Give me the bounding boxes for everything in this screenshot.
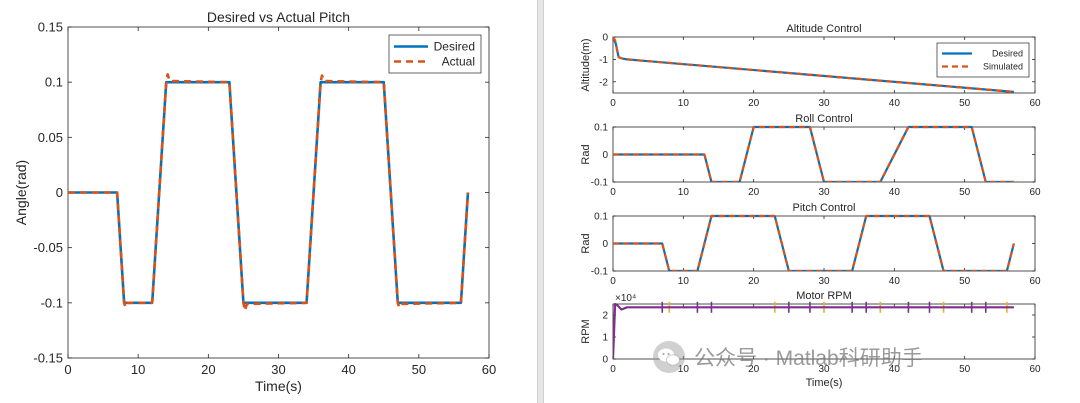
roll-xtick-label: 20 xyxy=(748,187,760,198)
pitch-small-xtick-label: 30 xyxy=(818,276,830,287)
roll-ytick-label: 0.1 xyxy=(594,123,608,134)
pitch-main-xtick-label: 40 xyxy=(341,362,355,377)
altitude-legend-label: Simulated xyxy=(983,62,1023,72)
pitch-small-xtick-label: 60 xyxy=(1029,276,1041,287)
roll-ylabel: Rad xyxy=(580,144,592,164)
rpm-xtick-label: 10 xyxy=(678,364,690,375)
altitude-xtick-label: 50 xyxy=(959,98,971,109)
pitch-small-ytick-label: -0.1 xyxy=(591,267,609,278)
altitude-xtick-label: 30 xyxy=(818,98,830,109)
panel-divider[interactable] xyxy=(537,0,544,403)
pitch-main-xlabel: Time(s) xyxy=(255,378,302,394)
altitude-xtick-label: 10 xyxy=(678,98,690,109)
altitude-xtick-label: 40 xyxy=(889,98,901,109)
rpm-title: Motor RPM xyxy=(796,290,852,302)
pitch-small-xtick-label: 50 xyxy=(959,276,971,287)
pitch-main-ytick-label: 0 xyxy=(56,185,63,200)
rpm-xlabel: Time(s) xyxy=(806,377,843,389)
pitch-main-ytick-label: 0.1 xyxy=(45,75,63,90)
roll-title: Roll Control xyxy=(795,113,852,125)
pitch-main-ytick-label: 0.05 xyxy=(38,130,63,145)
altitude-ytick-label: 0 xyxy=(602,33,608,44)
roll-series-simulated xyxy=(613,125,1014,182)
rpm-xtick-label: 40 xyxy=(889,364,901,375)
pitch-main-ytick-label: 0.15 xyxy=(38,20,63,35)
pitch-figure: 0 10 20 30 40 50 60 -0.15 -0.1 -0.05 0 0.05 0.1 0.15 D… xyxy=(13,9,496,394)
pitch-main-ytick-label: -0.05 xyxy=(33,240,63,255)
pitch-main-xtick-label: 50 xyxy=(412,362,426,377)
roll-ytick-label: -0.1 xyxy=(591,178,609,189)
rpm-series-rpm xyxy=(613,302,1014,359)
altitude-plot-area xyxy=(613,36,1014,93)
altitude-ytick-label: -1 xyxy=(599,55,608,66)
pitch-main-legend-box xyxy=(388,34,482,74)
altitude-xtick-label: 60 xyxy=(1029,98,1041,109)
altitude-xtick-label: 20 xyxy=(748,98,760,109)
pitch-main-title: Desired vs Actual Pitch xyxy=(207,9,350,25)
pitch-main-xtick-label: 30 xyxy=(271,362,285,377)
pitch-small-xtick-label: 0 xyxy=(610,276,616,287)
pitch-small-xtick-label: 40 xyxy=(889,276,901,287)
roll-xtick-label: 0 xyxy=(610,187,616,198)
pitch-small-xtick-label: 10 xyxy=(678,276,690,287)
roll-xtick-label: 50 xyxy=(959,187,971,198)
pitch-main-chart: 0 10 20 30 40 50 60 -0.15 -0.1 -0.05 0 0.05 0.1 0.15 D… xyxy=(13,9,496,394)
rpm-ylabel: RPM xyxy=(580,319,592,343)
pitch-main-ylabel: Angle(rad) xyxy=(13,160,29,225)
altitude-title: Altitude Control xyxy=(786,23,861,35)
rpm-xtick-label: 30 xyxy=(818,364,830,375)
rpm-xtick-label: 60 xyxy=(1029,364,1041,375)
pitch-main-xtick-label: 60 xyxy=(482,362,496,377)
pitch-main-series-actual xyxy=(68,73,470,312)
pitch-main-xtick-label: 20 xyxy=(201,362,215,377)
pitch-small-ytick-label: 0 xyxy=(602,239,608,250)
rpm-ytick-label: 2 xyxy=(602,311,608,322)
rpm-plot-area xyxy=(613,301,1014,359)
altitude-xtick-label: 0 xyxy=(610,98,616,109)
pitch-main-legend-label: Actual xyxy=(442,55,475,69)
roll-plot-area xyxy=(613,125,1014,182)
pitch-main-axes-box xyxy=(67,26,490,359)
rpm-chart: 0 10 20 30 40 50 60 0 1 2 Motor RPM Time(s) RPM ×10⁴ xyxy=(580,290,1041,389)
altitude-ylabel: Altitude(m) xyxy=(580,38,592,91)
rpm-ytick-label: 1 xyxy=(602,333,608,344)
pitch-main-xtick-label: 10 xyxy=(131,362,145,377)
altitude-legend-label: Desired xyxy=(992,49,1023,59)
rpm-xtick-label: 20 xyxy=(748,364,760,375)
altitude-ytick-label: -2 xyxy=(599,77,608,88)
roll-xtick-label: 30 xyxy=(818,187,830,198)
pitch-small-axes-box xyxy=(612,215,1036,272)
altitude-series-simulated xyxy=(613,36,1014,93)
pitch-main-plot-area xyxy=(68,73,470,312)
roll-ytick-label: 0 xyxy=(602,150,608,161)
rpm-axes-box xyxy=(612,303,1036,360)
roll-xtick-label: 10 xyxy=(678,187,690,198)
pitch-main-ytick-label: -0.1 xyxy=(41,295,63,310)
altitude-legend: Desired Simulated xyxy=(936,42,1030,78)
roll-xtick-label: 60 xyxy=(1029,187,1041,198)
pitch-small-ylabel: Rad xyxy=(580,233,592,253)
rpm-xtick-label: 50 xyxy=(959,364,971,375)
rpm-exponent-label: ×10⁴ xyxy=(615,293,636,304)
altitude-chart: 0 10 20 30 40 50 60 -2 -1 0 Altitude Control Altitu… xyxy=(580,23,1041,109)
pitch-main-ytick-label: -0.15 xyxy=(33,351,63,366)
pitch-small-xtick-label: 20 xyxy=(748,276,760,287)
pitch-small-title: Pitch Control xyxy=(793,202,856,214)
rpm-xtick-label: 0 xyxy=(610,364,616,375)
roll-xtick-label: 40 xyxy=(889,187,901,198)
pitch-main-xtick-label: 0 xyxy=(64,362,71,377)
pitch-small-ytick-label: 0.1 xyxy=(594,212,608,223)
altitude-legend-box xyxy=(936,42,1030,78)
pitch-main-legend-label: Desired xyxy=(434,40,475,54)
rpm-ytick-label: 0 xyxy=(602,355,608,366)
